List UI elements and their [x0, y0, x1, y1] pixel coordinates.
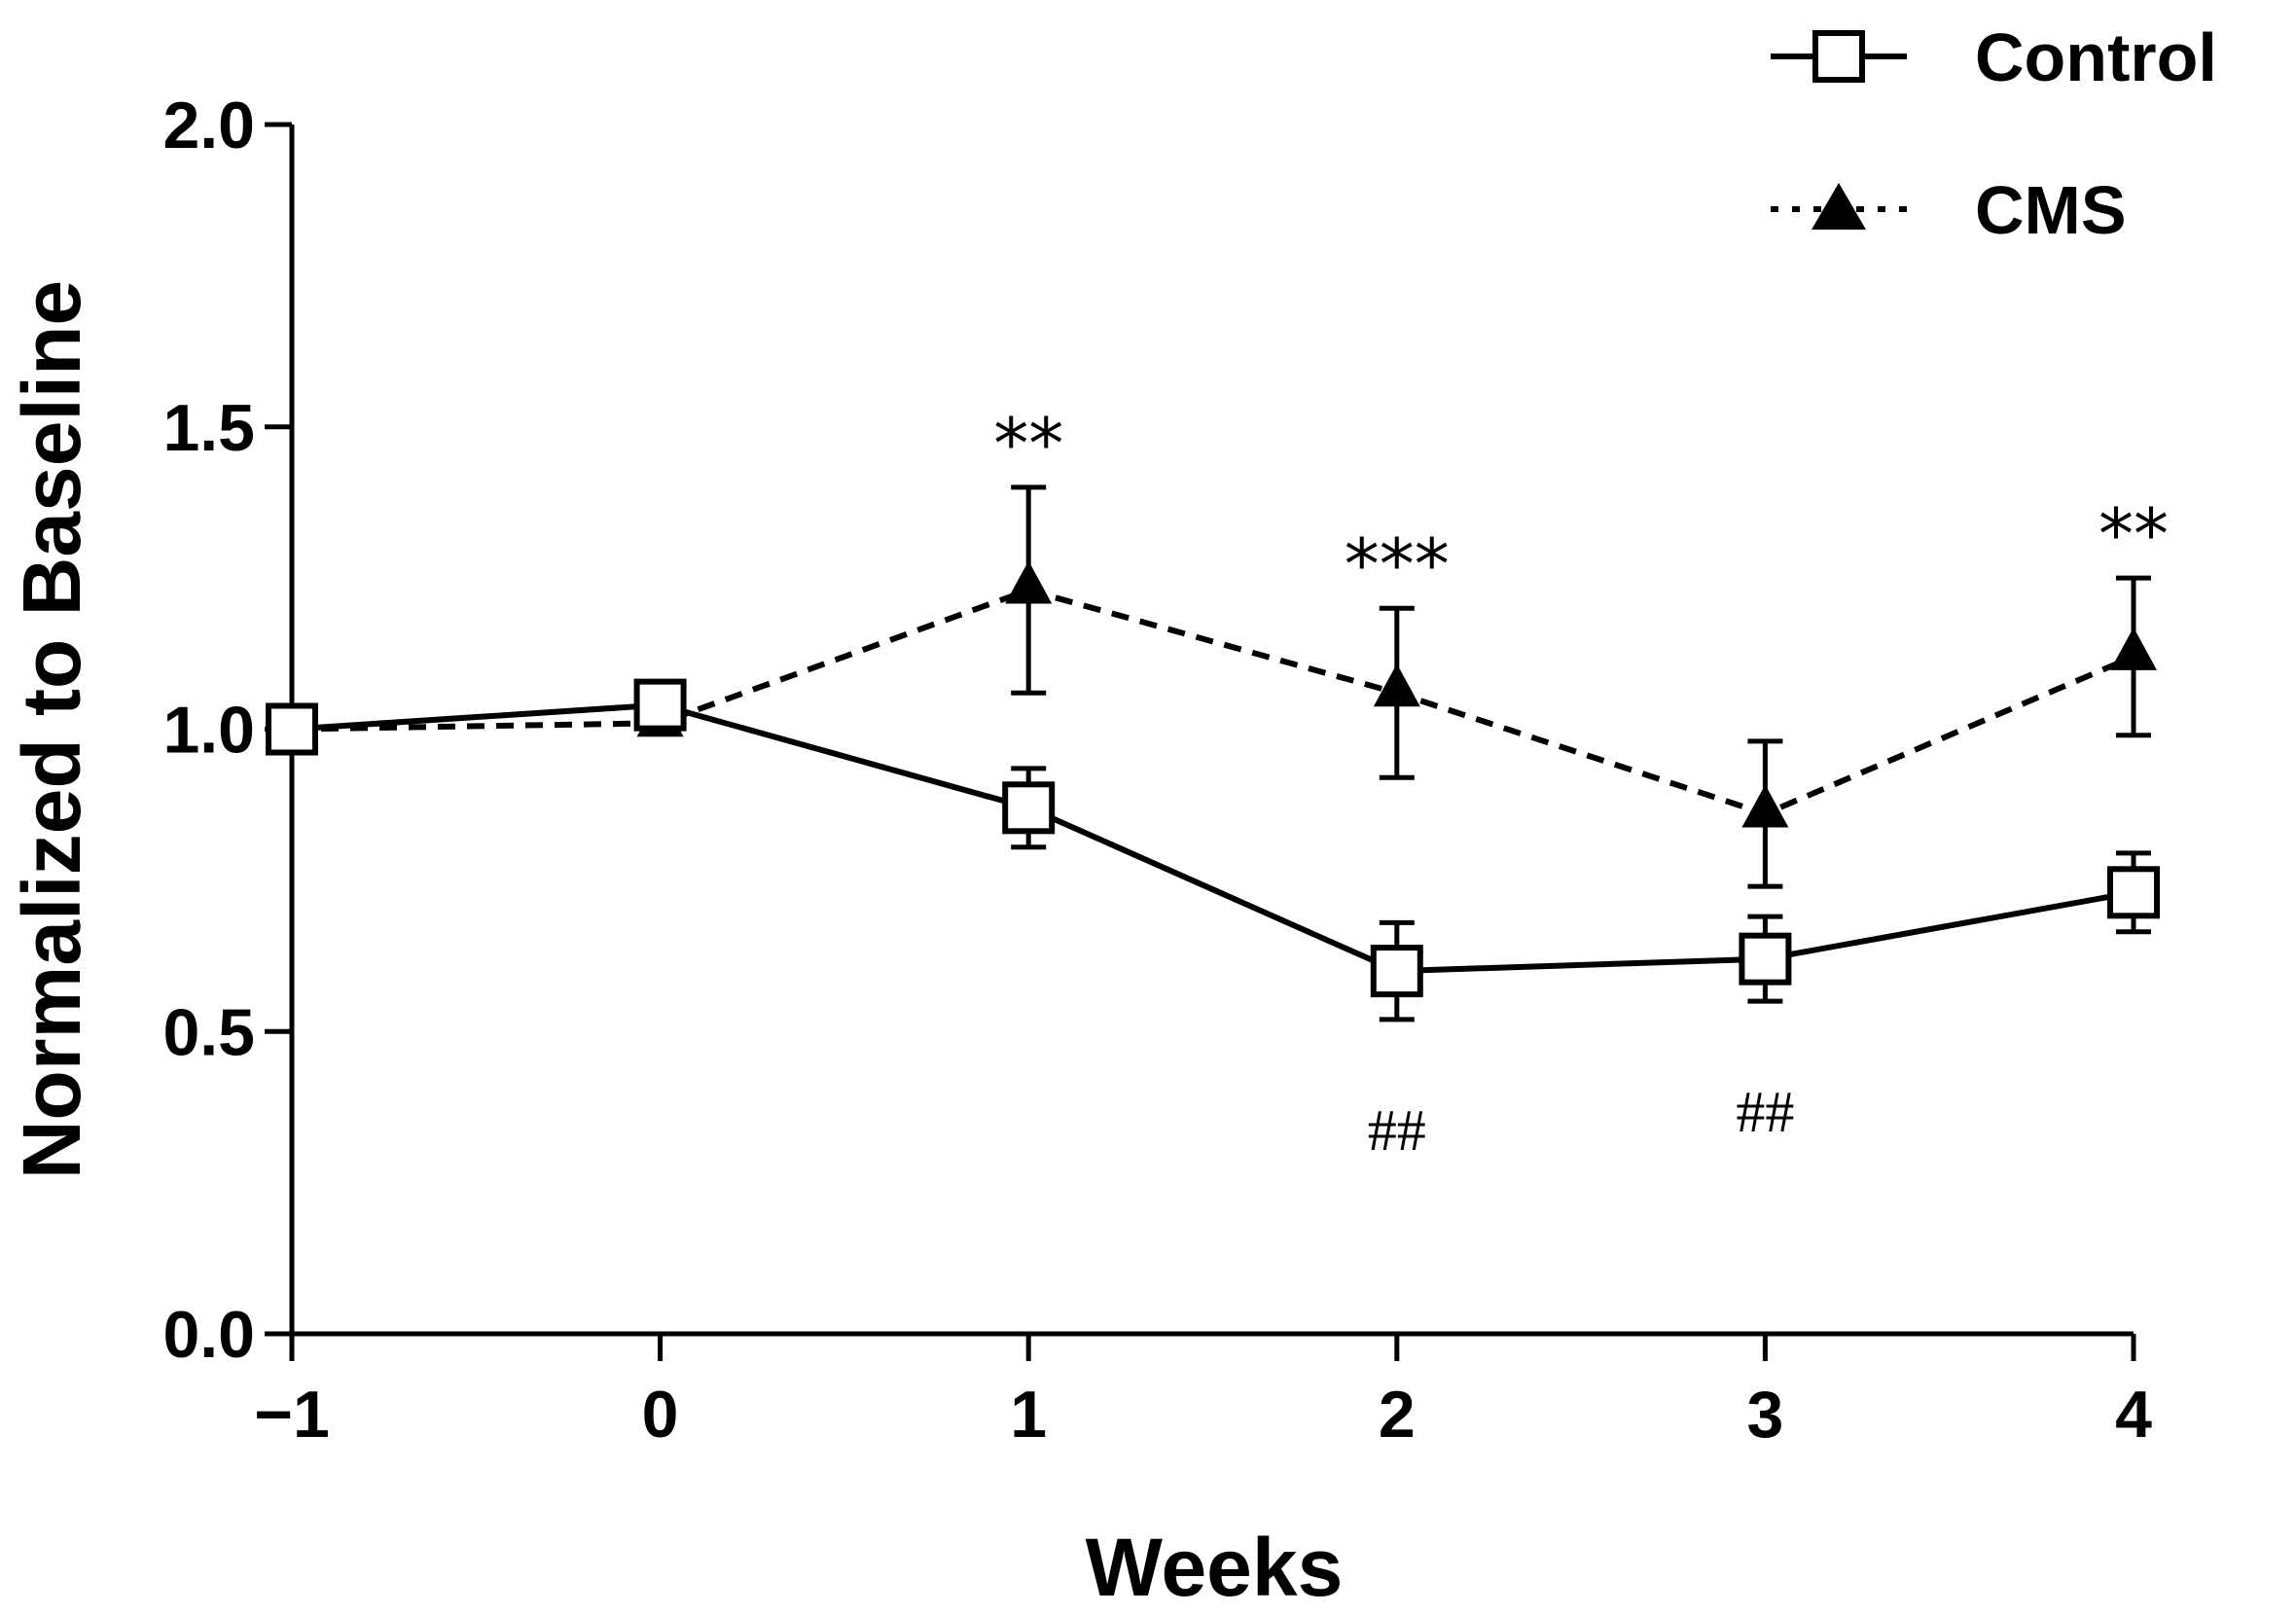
control-point	[1739, 932, 1792, 986]
significance-annotation: ##	[1736, 1080, 1794, 1144]
x-tick-label: 0	[642, 1378, 679, 1452]
x-tick-label: 2	[1379, 1378, 1416, 1452]
control-point	[1370, 945, 1423, 998]
legend: Control CMS	[1771, 19, 2217, 248]
y-tick-label: 0.5	[162, 995, 255, 1069]
cms-point	[1373, 664, 1420, 707]
significance-annotation: **	[993, 403, 1063, 484]
legend-control-label: Control	[1975, 19, 2217, 95]
series-line-control	[291, 701, 2135, 975]
legend-control-marker	[1812, 30, 1865, 83]
axes	[289, 125, 2134, 1337]
cms-point	[1005, 560, 1053, 604]
x-axis-title: Weeks	[1086, 1522, 1344, 1613]
significance-annotation: **	[2099, 493, 2169, 575]
x-tick-label: 4	[2115, 1378, 2152, 1452]
control-point	[633, 678, 687, 732]
x-tick-label: −1	[254, 1378, 330, 1452]
y-tick-label: 2.0	[162, 89, 255, 162]
legend-cms-label: CMS	[1975, 172, 2127, 248]
control-point	[1002, 781, 1056, 835]
significance-annotation: ***	[1345, 523, 1450, 605]
legend-cms-marker	[1812, 183, 1866, 230]
x-tick-label: 3	[1746, 1378, 1783, 1452]
series-line-cms	[291, 587, 2135, 817]
y-tick-label: 1.0	[162, 694, 255, 768]
control-point	[266, 702, 318, 756]
y-axis-title: Normalized to Baseline	[6, 280, 97, 1179]
y-tick-label: 1.5	[162, 391, 255, 465]
cms-point	[2110, 627, 2157, 670]
y-tick-label: 0.0	[162, 1298, 255, 1372]
x-ticks: −1 0 1 2 3 4	[254, 1334, 2152, 1452]
plot-area: ***** **## ##	[266, 403, 2169, 1163]
x-tick-label: 1	[1010, 1378, 1047, 1452]
cms-point	[1741, 784, 1789, 828]
y-ticks: 0.0 0.5 1.0 1.5 2.0	[162, 89, 292, 1372]
control-point	[2107, 866, 2160, 919]
significance-annotation: ##	[1368, 1098, 1426, 1163]
